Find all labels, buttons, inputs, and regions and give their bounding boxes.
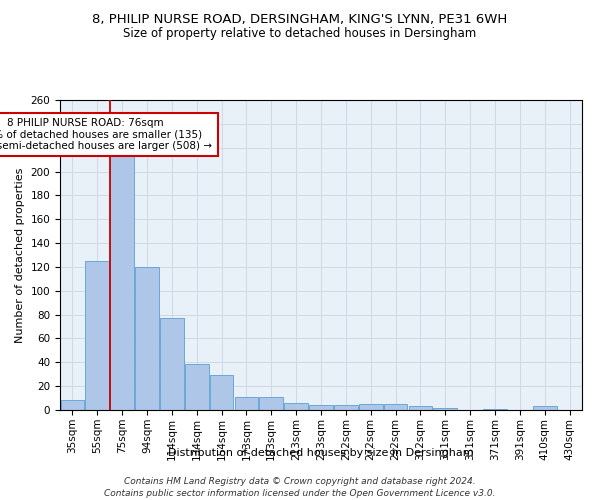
Bar xyxy=(359,404,383,410)
Bar xyxy=(533,406,557,410)
Bar xyxy=(483,409,507,410)
Bar xyxy=(160,318,184,410)
Bar xyxy=(185,364,209,410)
Bar xyxy=(384,404,407,410)
Bar xyxy=(61,400,84,410)
Bar xyxy=(284,403,308,410)
Text: Distribution of detached houses by size in Dersingham: Distribution of detached houses by size … xyxy=(168,448,474,458)
Bar xyxy=(309,405,333,410)
Bar xyxy=(85,261,109,410)
Bar xyxy=(409,406,432,410)
Bar xyxy=(433,408,457,410)
Text: 8 PHILIP NURSE ROAD: 76sqm
← 21% of detached houses are smaller (135)
78% of sem: 8 PHILIP NURSE ROAD: 76sqm ← 21% of deta… xyxy=(0,118,212,151)
Bar xyxy=(135,267,159,410)
Bar xyxy=(110,149,134,410)
Bar xyxy=(259,397,283,410)
Bar xyxy=(210,376,233,410)
Bar xyxy=(334,405,358,410)
Text: Size of property relative to detached houses in Dersingham: Size of property relative to detached ho… xyxy=(124,28,476,40)
Text: Contains HM Land Registry data © Crown copyright and database right 2024.: Contains HM Land Registry data © Crown c… xyxy=(124,478,476,486)
Bar xyxy=(235,397,258,410)
Y-axis label: Number of detached properties: Number of detached properties xyxy=(15,168,25,342)
Text: 8, PHILIP NURSE ROAD, DERSINGHAM, KING'S LYNN, PE31 6WH: 8, PHILIP NURSE ROAD, DERSINGHAM, KING'S… xyxy=(92,12,508,26)
Text: Contains public sector information licensed under the Open Government Licence v3: Contains public sector information licen… xyxy=(104,489,496,498)
